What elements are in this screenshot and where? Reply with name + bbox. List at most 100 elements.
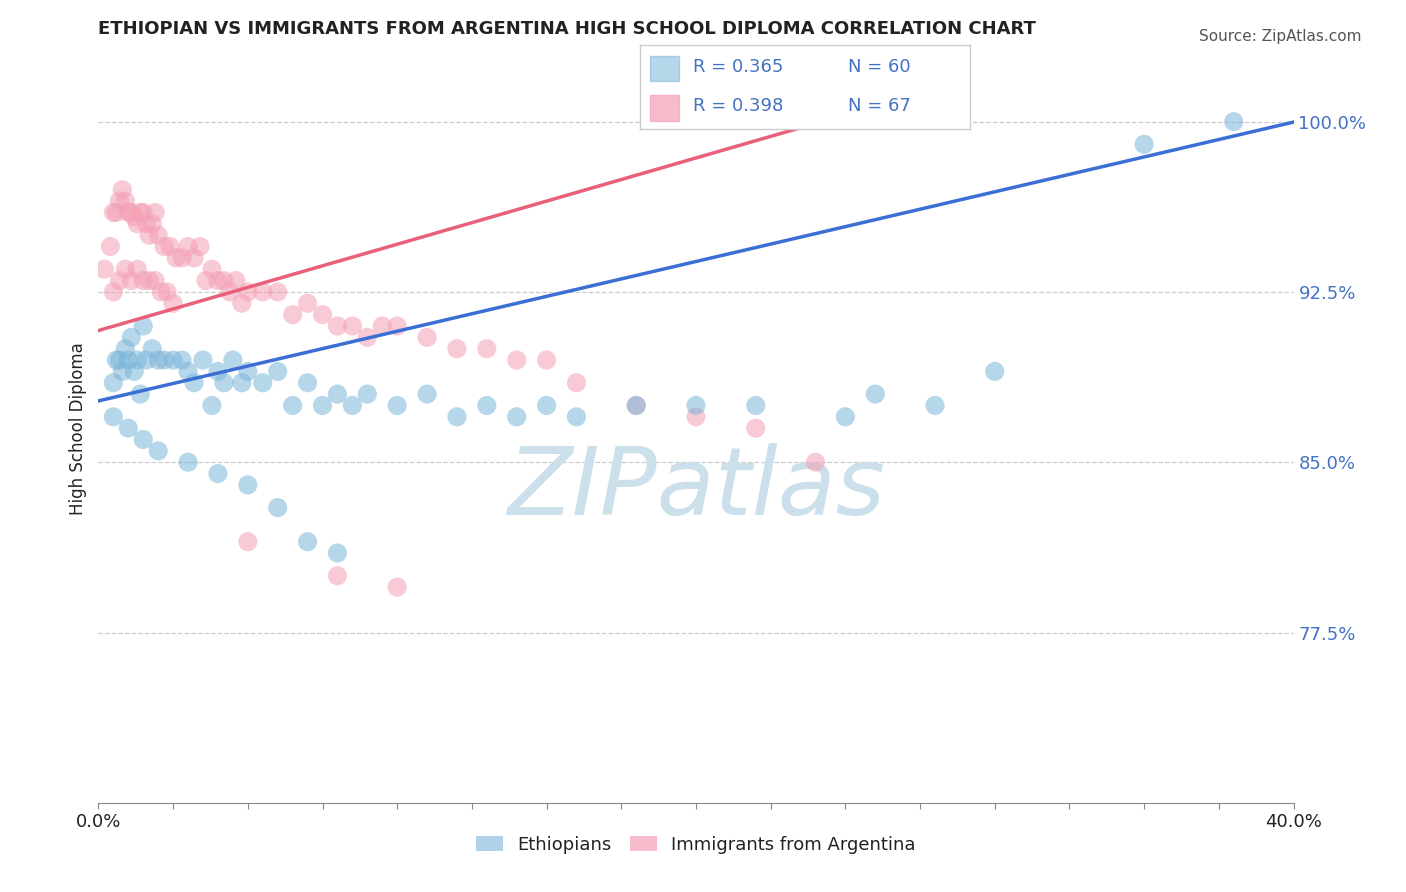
Point — [267, 364, 290, 378]
Point — [177, 239, 200, 253]
Point — [1133, 137, 1156, 152]
Point — [984, 364, 1007, 378]
Point — [1223, 114, 1246, 128]
Point — [117, 205, 139, 219]
Point — [506, 353, 529, 368]
Point — [475, 399, 498, 413]
Point — [326, 318, 349, 333]
Point — [281, 399, 304, 413]
Point — [865, 387, 887, 401]
Point — [311, 399, 333, 413]
Point — [143, 274, 166, 288]
Text: R = 0.365: R = 0.365 — [693, 59, 783, 77]
Point — [219, 285, 242, 299]
Text: N = 67: N = 67 — [848, 97, 911, 115]
Point — [148, 443, 170, 458]
Point — [231, 296, 253, 310]
Point — [103, 409, 125, 424]
Point — [103, 376, 125, 390]
Point — [231, 376, 253, 390]
Point — [150, 285, 173, 299]
Point — [207, 364, 229, 378]
Point — [626, 399, 648, 413]
Point — [416, 387, 439, 401]
Point — [804, 455, 827, 469]
Point — [236, 478, 259, 492]
Point — [141, 342, 163, 356]
Point — [127, 353, 149, 368]
Point — [924, 399, 946, 413]
Point — [105, 353, 128, 368]
Point — [132, 318, 155, 333]
Bar — [650, 95, 679, 120]
Point — [183, 251, 205, 265]
Point — [297, 534, 319, 549]
Text: ZIPatlas: ZIPatlas — [508, 442, 884, 533]
Legend: Ethiopians, Immigrants from Argentina: Ethiopians, Immigrants from Argentina — [468, 829, 924, 861]
Point — [153, 353, 176, 368]
Point — [156, 285, 179, 299]
Point — [565, 376, 588, 390]
Point — [135, 353, 157, 368]
Point — [93, 262, 115, 277]
Point — [225, 274, 247, 288]
Point — [326, 568, 349, 582]
Point — [222, 353, 245, 368]
Point — [191, 353, 214, 368]
Point — [127, 262, 149, 277]
Point — [297, 296, 319, 310]
Point — [108, 194, 131, 208]
Text: ETHIOPIAN VS IMMIGRANTS FROM ARGENTINA HIGH SCHOOL DIPLOMA CORRELATION CHART: ETHIOPIAN VS IMMIGRANTS FROM ARGENTINA H… — [98, 21, 1036, 38]
Point — [165, 251, 187, 265]
Point — [326, 387, 349, 401]
Point — [188, 239, 211, 253]
Point — [195, 274, 218, 288]
Point — [371, 318, 394, 333]
Point — [745, 421, 768, 435]
Point — [120, 274, 142, 288]
Point — [98, 239, 122, 253]
Point — [506, 409, 529, 424]
Point — [342, 399, 364, 413]
Point — [132, 274, 155, 288]
Point — [201, 262, 224, 277]
Point — [385, 318, 409, 333]
Point — [108, 274, 131, 288]
Point — [416, 330, 439, 344]
Point — [111, 364, 134, 378]
Point — [132, 433, 155, 447]
Point — [141, 217, 163, 231]
Point — [342, 318, 364, 333]
Point — [138, 274, 160, 288]
Point — [834, 409, 856, 424]
Point — [252, 376, 274, 390]
Point — [120, 205, 142, 219]
Point — [236, 364, 259, 378]
Point — [236, 534, 259, 549]
Point — [162, 353, 184, 368]
Point — [297, 376, 319, 390]
Point — [446, 409, 468, 424]
Point — [114, 342, 136, 356]
Point — [129, 205, 152, 219]
Point — [685, 399, 707, 413]
Point — [108, 353, 131, 368]
Point — [159, 239, 181, 253]
Point — [212, 274, 235, 288]
Point — [124, 210, 146, 224]
Point — [114, 262, 136, 277]
Point — [536, 399, 558, 413]
Point — [127, 217, 149, 231]
Bar — [650, 55, 679, 81]
Point — [103, 285, 125, 299]
Point — [626, 399, 648, 413]
Point — [143, 205, 166, 219]
Text: R = 0.398: R = 0.398 — [693, 97, 783, 115]
Point — [172, 353, 194, 368]
Point — [153, 239, 176, 253]
Point — [385, 399, 409, 413]
Point — [132, 205, 155, 219]
Point — [148, 353, 170, 368]
Point — [385, 580, 409, 594]
Point — [120, 330, 142, 344]
